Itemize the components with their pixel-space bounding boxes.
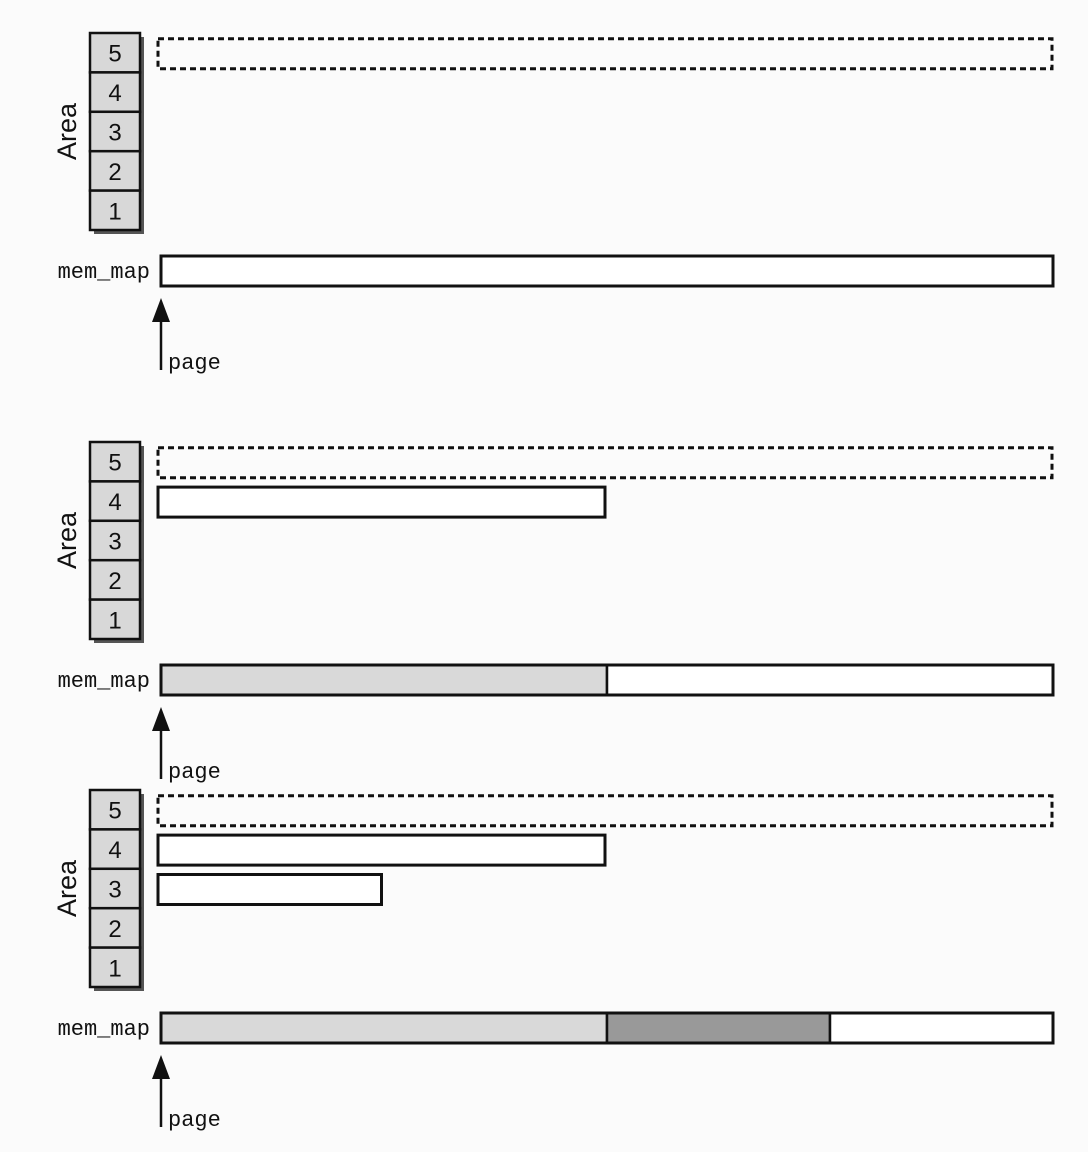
page-pointer-label: page [168, 760, 221, 785]
page-arrow-head [152, 707, 170, 731]
area-4-block [156, 833, 607, 867]
mem-map-label: mem_map [58, 1017, 150, 1042]
area-level-box [88, 828, 142, 871]
area-level-number: 5 [108, 41, 121, 68]
area-level-number: 4 [108, 80, 121, 107]
area-4-block [156, 485, 607, 519]
area-level-number: 2 [108, 916, 121, 943]
mem-map-segment [159, 663, 609, 697]
area-axis-label: Area [52, 859, 82, 917]
area-5-block [156, 37, 1054, 71]
area-level-box [88, 598, 142, 641]
mem-map-outline [159, 1011, 1055, 1045]
area-5-block [156, 794, 1054, 828]
area-level-number: 1 [108, 955, 121, 982]
area-level-number: 5 [108, 450, 121, 477]
mem-map-segment [828, 1011, 1055, 1045]
page-arrow-head [152, 298, 170, 322]
area-level-box [88, 946, 142, 989]
area-level-number: 3 [108, 120, 121, 147]
area-level-number: 1 [108, 198, 121, 225]
area-level-box [88, 149, 142, 192]
area-level-number: 3 [108, 877, 121, 904]
mem-map-label: mem_map [58, 260, 150, 285]
area-level-box [88, 71, 142, 114]
area-level-box [88, 189, 142, 232]
mem-map-segment [605, 1011, 832, 1045]
area-level-number: 5 [108, 798, 121, 825]
mem-map-segment [605, 663, 1055, 697]
area-axis-label: Area [52, 511, 82, 569]
area-level-number: 2 [108, 568, 121, 595]
area-axis-label: Area [52, 102, 82, 160]
area-3-block [156, 873, 383, 906]
area-level-number: 4 [108, 489, 121, 516]
mem-map-label: mem_map [58, 669, 150, 694]
mem-map-segment [159, 1011, 609, 1045]
mem-map-outline [159, 663, 1055, 697]
area-level-number: 2 [108, 159, 121, 186]
area-level-number: 4 [108, 837, 121, 864]
page-pointer-label: page [168, 1108, 221, 1133]
page-arrow-head [152, 1055, 170, 1079]
area-level-number: 3 [108, 529, 121, 556]
page-pointer-label: page [168, 351, 221, 376]
area-5-block [156, 446, 1054, 480]
area-level-number: 1 [108, 607, 121, 634]
mem-map-outline [159, 254, 1055, 288]
area-level-box [88, 110, 142, 153]
area-level-box [88, 480, 142, 523]
area-level-box [88, 558, 142, 601]
mem-map-segment [159, 254, 1055, 288]
